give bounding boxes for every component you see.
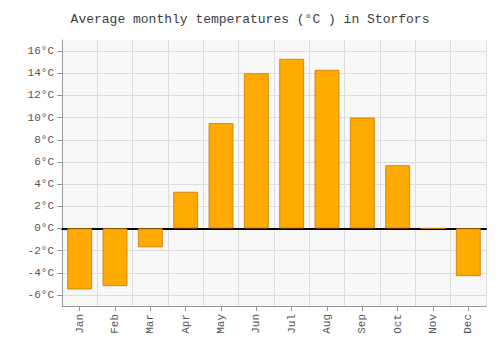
svg-text:8°C: 8°C bbox=[34, 134, 54, 146]
svg-text:May: May bbox=[215, 314, 227, 334]
svg-text:Dec: Dec bbox=[462, 314, 474, 334]
svg-text:12°C: 12°C bbox=[28, 89, 55, 101]
svg-text:14°C: 14°C bbox=[28, 67, 55, 79]
svg-text:Jun: Jun bbox=[250, 314, 262, 334]
svg-text:16°C: 16°C bbox=[28, 45, 55, 57]
svg-text:-2°C: -2°C bbox=[28, 245, 55, 257]
svg-text:10°C: 10°C bbox=[28, 112, 55, 124]
svg-text:2°C: 2°C bbox=[34, 200, 54, 212]
svg-text:Apr: Apr bbox=[180, 314, 192, 334]
svg-text:Jul: Jul bbox=[286, 314, 298, 334]
svg-text:4°C: 4°C bbox=[34, 178, 54, 190]
svg-text:Nov: Nov bbox=[427, 314, 439, 334]
svg-text:Sep: Sep bbox=[356, 314, 368, 334]
svg-text:Oct: Oct bbox=[392, 314, 404, 334]
svg-text:Aug: Aug bbox=[321, 314, 333, 334]
svg-text:Jan: Jan bbox=[74, 314, 86, 334]
svg-text:-4°C: -4°C bbox=[28, 267, 55, 279]
svg-text:Average monthly temperatures (: Average monthly temperatures (°C ) in St… bbox=[71, 12, 430, 27]
svg-text:Feb: Feb bbox=[109, 314, 121, 334]
svg-text:-6°C: -6°C bbox=[28, 289, 55, 301]
svg-text:Mar: Mar bbox=[144, 314, 156, 334]
svg-text:0°C: 0°C bbox=[34, 222, 54, 234]
svg-text:6°C: 6°C bbox=[34, 156, 54, 168]
